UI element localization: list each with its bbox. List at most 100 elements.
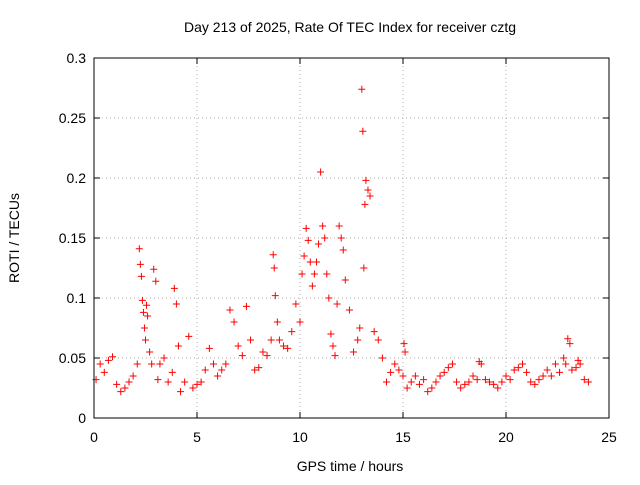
x-axis-label: GPS time / hours bbox=[297, 458, 404, 474]
data-point bbox=[415, 380, 423, 388]
data-point bbox=[366, 192, 374, 200]
data-point bbox=[490, 380, 498, 388]
data-point bbox=[325, 294, 333, 302]
data-point bbox=[113, 380, 121, 388]
data-point bbox=[374, 336, 382, 344]
data-point bbox=[271, 292, 279, 300]
data-point bbox=[310, 270, 318, 278]
data-point bbox=[209, 360, 217, 368]
data-point bbox=[139, 308, 147, 316]
data-point bbox=[168, 368, 176, 376]
data-point bbox=[152, 277, 160, 285]
data-point bbox=[564, 335, 572, 343]
data-point bbox=[117, 388, 125, 396]
data-point bbox=[506, 376, 514, 384]
data-point bbox=[400, 340, 408, 348]
data-point bbox=[407, 378, 415, 386]
data-point bbox=[267, 336, 275, 344]
data-point bbox=[362, 176, 370, 184]
data-point bbox=[189, 384, 197, 392]
data-point bbox=[321, 234, 329, 242]
data-point bbox=[457, 384, 465, 392]
data-point bbox=[576, 360, 584, 368]
data-point bbox=[242, 302, 250, 310]
data-points bbox=[92, 85, 592, 396]
data-point bbox=[335, 222, 343, 230]
y-tick-label: 0 bbox=[78, 410, 86, 426]
y-axis-label: ROTI / TECUs bbox=[6, 193, 22, 283]
data-point bbox=[273, 318, 281, 326]
data-point bbox=[308, 282, 316, 290]
plot-frame bbox=[93, 57, 610, 419]
data-point bbox=[580, 376, 588, 384]
data-point bbox=[395, 366, 403, 374]
data-point bbox=[170, 284, 178, 292]
data-point bbox=[477, 360, 485, 368]
data-point bbox=[539, 372, 547, 380]
data-point bbox=[298, 270, 306, 278]
data-point bbox=[96, 360, 104, 368]
data-point bbox=[292, 300, 300, 308]
data-point bbox=[146, 348, 154, 356]
data-point bbox=[197, 378, 205, 386]
data-point bbox=[469, 372, 477, 380]
data-point bbox=[214, 372, 222, 380]
data-point bbox=[523, 368, 531, 376]
data-point bbox=[154, 376, 162, 384]
data-point bbox=[238, 352, 246, 360]
data-point bbox=[160, 354, 168, 362]
data-point bbox=[296, 318, 304, 326]
data-point bbox=[251, 366, 259, 374]
data-point bbox=[247, 336, 255, 344]
data-point bbox=[201, 366, 209, 374]
y-tick-label: 0.05 bbox=[59, 350, 86, 366]
data-point bbox=[333, 300, 341, 308]
data-point bbox=[461, 380, 469, 388]
data-point bbox=[156, 360, 164, 368]
data-point bbox=[572, 364, 580, 372]
data-point bbox=[486, 378, 494, 386]
data-point bbox=[387, 368, 395, 376]
data-point bbox=[411, 372, 419, 380]
data-point bbox=[424, 388, 432, 396]
data-point bbox=[222, 360, 230, 368]
data-point bbox=[547, 372, 555, 380]
y-tick-label: 0.1 bbox=[67, 290, 87, 306]
data-point bbox=[133, 360, 141, 368]
data-point bbox=[514, 364, 522, 372]
data-point bbox=[345, 306, 353, 314]
data-point bbox=[465, 378, 473, 386]
data-point bbox=[403, 384, 411, 392]
data-point bbox=[288, 328, 296, 336]
data-point bbox=[255, 364, 263, 372]
data-point bbox=[518, 360, 526, 368]
data-point bbox=[420, 376, 428, 384]
data-point bbox=[230, 318, 238, 326]
data-point bbox=[337, 234, 345, 242]
data-point bbox=[259, 348, 267, 356]
data-point bbox=[269, 251, 277, 259]
data-point bbox=[164, 378, 172, 386]
data-point bbox=[100, 368, 108, 376]
data-point bbox=[234, 342, 242, 350]
data-point bbox=[137, 272, 145, 280]
data-point bbox=[436, 372, 444, 380]
data-point bbox=[181, 378, 189, 386]
data-point bbox=[140, 324, 148, 332]
data-point bbox=[302, 224, 310, 232]
data-point bbox=[135, 245, 143, 253]
data-point bbox=[284, 344, 292, 352]
data-point bbox=[448, 360, 456, 368]
data-point bbox=[304, 236, 312, 244]
data-point bbox=[136, 260, 144, 268]
data-point bbox=[129, 372, 137, 380]
data-point bbox=[560, 354, 568, 362]
data-point bbox=[138, 296, 146, 304]
data-point bbox=[378, 354, 386, 362]
data-point bbox=[275, 336, 283, 344]
data-point bbox=[453, 378, 461, 386]
data-point bbox=[263, 352, 271, 360]
data-point bbox=[109, 353, 117, 361]
data-point bbox=[566, 340, 574, 348]
